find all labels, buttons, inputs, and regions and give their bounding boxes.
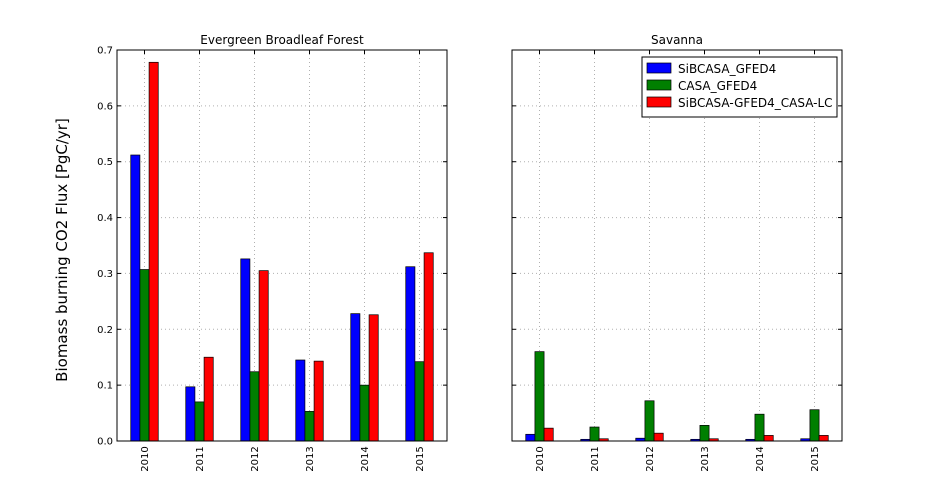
bar [313, 360, 324, 442]
legend-swatch [646, 96, 672, 108]
x-tick-label: 2012 [645, 446, 656, 471]
y-tick-label: 0.4 [97, 213, 113, 224]
plot-area [117, 50, 447, 441]
x-tick-label: 2013 [305, 446, 316, 471]
x-tick-label: 2015 [415, 446, 426, 471]
x-tick-label: 2015 [810, 446, 821, 471]
bar [203, 356, 214, 442]
bar [534, 351, 545, 442]
bar [130, 154, 141, 442]
bar [405, 266, 416, 442]
bar [295, 359, 306, 442]
y-tick-label: 0.2 [97, 325, 113, 336]
bar [543, 427, 554, 442]
y-tick-label: 0.0 [97, 437, 113, 448]
bar [589, 426, 600, 442]
x-tick-label: 2010 [140, 446, 151, 471]
bar [423, 252, 434, 442]
legend-label: SiBCASA-GFED4_CASA-LC [678, 96, 833, 110]
bar [653, 432, 664, 442]
bar [525, 433, 536, 442]
bar [368, 314, 379, 442]
bar [139, 269, 150, 442]
plot-frame [116, 49, 448, 442]
bar [809, 409, 820, 442]
bar [148, 61, 159, 442]
bar [304, 411, 315, 442]
panel-savanna: 2010 2011 2012 2013 2014 2015 Savanna SiBCASA_G… [511, 33, 843, 472]
x-tick-label: 2014 [755, 446, 766, 471]
y-tick-label: 0.6 [97, 101, 113, 112]
y-tick-label: 0.7 [97, 46, 113, 57]
bar [359, 384, 370, 442]
x-tick-label: 2014 [360, 446, 371, 471]
y-tick-label: 0.5 [97, 157, 113, 168]
bar [350, 313, 361, 442]
plot-frame [511, 49, 843, 442]
bar [763, 435, 774, 442]
legend-swatch [646, 62, 672, 74]
panel-title: Evergreen Broadleaf Forest [200, 33, 364, 47]
bar [249, 371, 260, 442]
panel-title: Savanna [651, 33, 703, 47]
y-tick-label: 0.3 [97, 269, 113, 280]
bar [818, 435, 829, 442]
x-tick-label: 2013 [700, 446, 711, 471]
bar [644, 400, 655, 442]
x-tick-label: 2011 [590, 446, 601, 471]
bar [754, 413, 765, 442]
legend [641, 56, 838, 118]
legend-swatch [646, 79, 672, 91]
legend-label: CASA_GFED4 [678, 79, 757, 93]
x-tick-label: 2012 [250, 446, 261, 471]
bar [185, 386, 196, 442]
x-tick-label: 2010 [535, 446, 546, 471]
bar [699, 425, 710, 442]
bar [258, 270, 269, 442]
panel-evergreen-broadleaf-forest: 0.0 0.1 0.2 0.3 0.4 0.5 0.6 0.7 2010 2011 2012 2013… [97, 33, 448, 472]
bar [414, 361, 425, 442]
shared-y-axis-label: Biomass burning CO2 Flux [PgC/yr] [53, 118, 71, 382]
bar [240, 258, 251, 442]
legend-label: SiBCASA_GFED4 [678, 62, 776, 76]
x-tick-label: 2011 [195, 446, 206, 471]
bar [194, 401, 205, 442]
y-tick-label: 0.1 [97, 381, 113, 392]
